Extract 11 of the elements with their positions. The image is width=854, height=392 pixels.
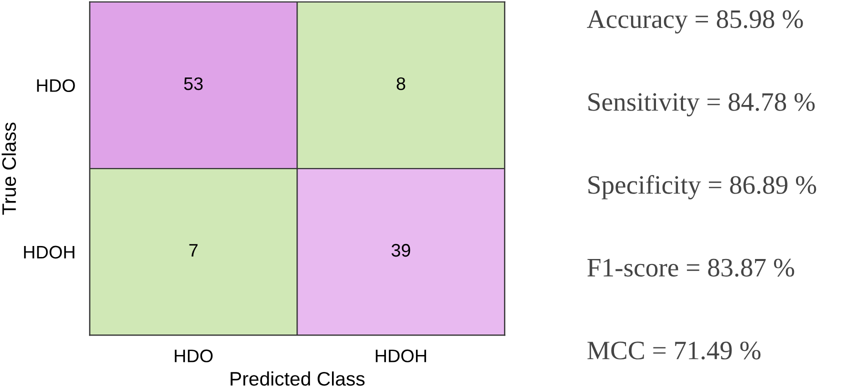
y-axis-title: True Class (2, 122, 16, 215)
x-axis-title: Predicted Class (230, 371, 365, 386)
text: MCC = 71.49 % (587, 342, 760, 360)
data-label: 53 (184, 77, 203, 90)
text: F1-score = 83.87 % (587, 258, 794, 277)
data-label: 39 (392, 244, 410, 257)
text: Specificity = 86.89 % (588, 175, 816, 200)
data-label: 8 (396, 77, 406, 90)
text: Sensitivity = 84.78 % (588, 93, 815, 116)
text: Accuracy = 85.98 % (586, 10, 803, 34)
data-label: 7 (189, 244, 198, 257)
